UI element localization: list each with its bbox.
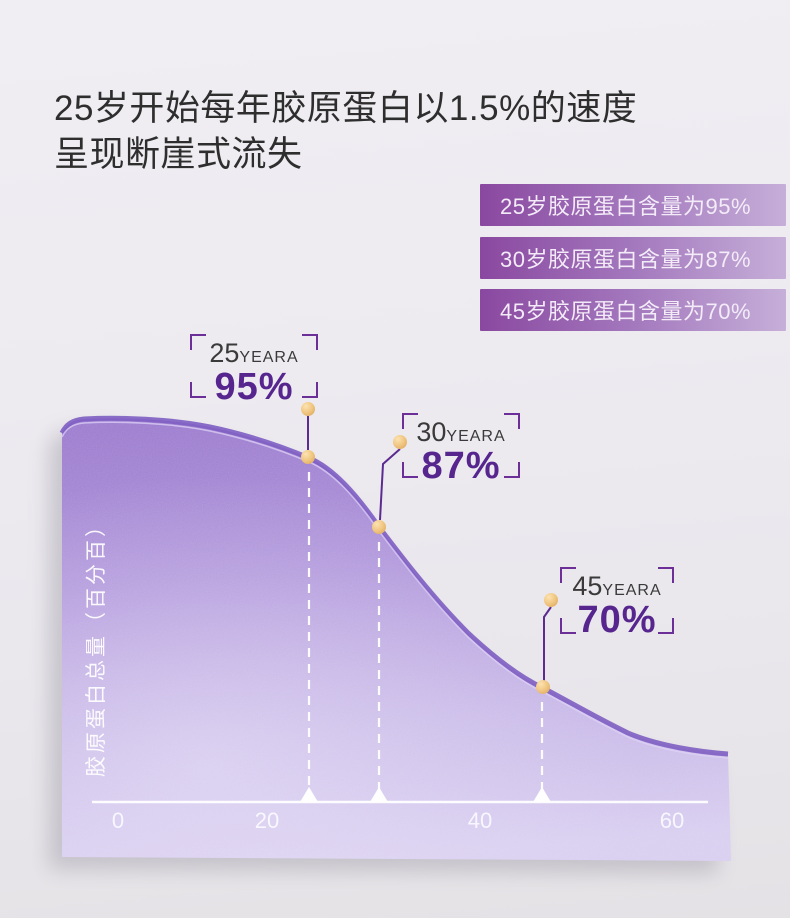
bracket-corner bbox=[504, 413, 520, 429]
badge-45y-text: 45岁胶原蛋白含量为70% bbox=[500, 299, 752, 324]
x-tick-40: 40 bbox=[467, 808, 493, 833]
curve-dot-45 bbox=[536, 680, 550, 694]
bracket-corner bbox=[402, 462, 418, 478]
axis-marker-25 bbox=[300, 787, 318, 802]
axis-marker-45 bbox=[533, 787, 551, 802]
axis-marker-30 bbox=[370, 787, 388, 802]
connector-45 bbox=[543, 606, 552, 681]
callout-25y-age-number: 25 bbox=[209, 338, 240, 368]
callout-45y: 45YEARA 70% bbox=[560, 567, 674, 641]
callout-45y-value: 70% bbox=[577, 599, 657, 641]
callout-30y-age-suffix: YEARA bbox=[446, 428, 506, 445]
callout-30y-value: 87% bbox=[421, 445, 501, 487]
curve-dot-25 bbox=[301, 450, 315, 464]
bracket-corner bbox=[560, 567, 576, 583]
callout-30y: 30YEARA 87% bbox=[402, 413, 520, 485]
bracket-corner bbox=[658, 618, 674, 634]
x-tick-0: 0 bbox=[111, 808, 125, 833]
label-dot-45 bbox=[544, 593, 558, 607]
connector-30 bbox=[379, 448, 401, 521]
bracket-corner bbox=[402, 413, 418, 429]
callout-25y-value: 95% bbox=[214, 366, 294, 408]
badge-45y: 45岁胶原蛋白含量为70% bbox=[480, 289, 786, 331]
page-title-line2: 呈现断崖式流失 bbox=[54, 135, 303, 174]
callout-45y-age: 45YEARA bbox=[560, 571, 674, 602]
bracket-corner bbox=[302, 382, 318, 398]
x-tick-20: 20 bbox=[254, 808, 280, 833]
curve-dot-30 bbox=[372, 520, 386, 534]
callout-45y-age-number: 45 bbox=[572, 571, 603, 601]
callout-25y-age: 25YEARA bbox=[190, 338, 318, 369]
x-tick-60: 60 bbox=[659, 808, 685, 833]
badge-30y: 30岁胶原蛋白含量为87% bbox=[480, 237, 786, 279]
label-dot-30 bbox=[393, 435, 407, 449]
callout-45y-age-suffix: YEARA bbox=[602, 582, 662, 599]
bracket-corner bbox=[190, 334, 206, 350]
callout-30y-age: 30YEARA bbox=[402, 417, 520, 448]
bracket-corner bbox=[560, 618, 576, 634]
badge-25y-text: 25岁胶原蛋白含量为95% bbox=[500, 194, 752, 219]
callout-30y-age-number: 30 bbox=[416, 417, 447, 447]
page-title: 25岁开始每年胶原蛋白以1.5%的速度 呈现断崖式流失 bbox=[54, 86, 674, 178]
page-title-line1: 25岁开始每年胶原蛋白以1.5%的速度 bbox=[54, 89, 638, 128]
badge-25y: 25岁胶原蛋白含量为95% bbox=[480, 184, 786, 226]
y-axis-label: 胶原蛋白总量（百分百） bbox=[85, 513, 108, 777]
bracket-corner bbox=[302, 334, 318, 350]
area-slab-grain bbox=[62, 418, 731, 861]
callout-25y: 25YEARA 95% bbox=[190, 334, 318, 406]
callout-25y-age-suffix: YEARA bbox=[239, 349, 299, 366]
bracket-corner bbox=[190, 382, 206, 398]
badge-30y-text: 30岁胶原蛋白含量为87% bbox=[500, 247, 752, 272]
bracket-corner bbox=[504, 462, 520, 478]
bracket-corner bbox=[658, 567, 674, 583]
label-dot-25 bbox=[301, 402, 315, 416]
